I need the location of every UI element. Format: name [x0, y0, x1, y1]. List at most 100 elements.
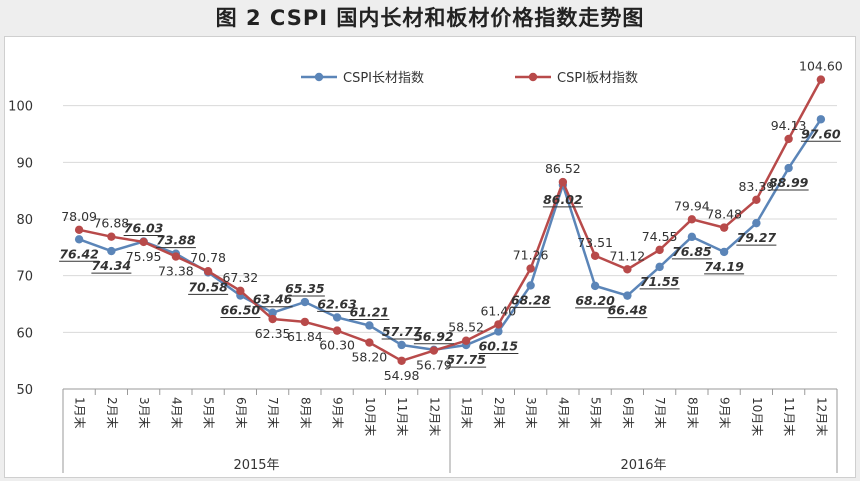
data-label: 76.88	[93, 216, 129, 231]
data-label: 56.92	[414, 329, 454, 344]
x-tick-label: 9月末	[331, 397, 345, 429]
y-tick-label: 70	[16, 270, 33, 285]
data-label: 75.95	[126, 249, 162, 264]
data-label: 66.50	[221, 303, 261, 318]
data-label: 78.48	[706, 207, 742, 222]
data-label: 63.46	[253, 292, 293, 307]
data-label: 60.30	[319, 338, 355, 353]
x-tick-label: 8月末	[298, 397, 312, 429]
data-label: 58.20	[351, 350, 387, 365]
x-tick-label: 7月末	[653, 397, 667, 429]
y-tick-label: 90	[16, 156, 33, 171]
x-tick-label: 6月末	[621, 397, 635, 429]
x-tick-label: 3月末	[137, 397, 151, 429]
data-point	[719, 247, 729, 257]
data-label: 74.19	[704, 259, 744, 274]
data-label: 61.21	[350, 304, 390, 319]
data-label: 79.27	[737, 230, 777, 245]
data-label: 71.55	[640, 274, 680, 289]
data-point	[429, 346, 439, 355]
data-point	[687, 215, 697, 224]
x-tick-label: 9月末	[718, 397, 732, 429]
data-point	[719, 223, 729, 232]
data-label: 79.94	[674, 198, 710, 213]
data-point	[107, 232, 116, 241]
data-label: 71.12	[609, 248, 645, 263]
data-point	[784, 134, 793, 144]
data-point	[816, 75, 826, 84]
data-label: 74.34	[92, 258, 132, 273]
data-point	[494, 327, 503, 336]
data-point	[752, 195, 761, 204]
data-label: 62.35	[255, 326, 291, 341]
y-tick-label: 50	[16, 383, 33, 398]
chart-title: 图 2 CSPI 国内长材和板材价格指数走势图	[215, 6, 645, 30]
data-point	[687, 232, 697, 242]
data-label: 73.51	[577, 235, 613, 250]
data-label: 104.60	[799, 59, 843, 74]
x-tick-label: 4月末	[556, 397, 570, 429]
data-point	[590, 281, 600, 291]
data-label: 66.48	[608, 303, 648, 318]
data-label: 58.52	[448, 320, 484, 335]
legend-marker	[528, 72, 538, 82]
data-point	[74, 225, 84, 235]
data-label: 73.88	[156, 233, 196, 248]
data-label: 60.15	[479, 338, 519, 353]
data-point	[784, 163, 793, 173]
x-tick-label: 10月末	[363, 397, 377, 436]
data-label: 76.03	[124, 220, 164, 235]
data-point	[300, 297, 310, 307]
line-chart: 50 60 70 80 90 100 1月末 2月末 3月末 4月末 5月末 6月末 7月末 8月末 9月末…	[8, 59, 843, 473]
y-tick-label: 100	[8, 100, 33, 115]
data-point	[752, 218, 761, 228]
data-point	[655, 262, 664, 272]
data-point	[494, 320, 503, 329]
data-label: 76.85	[672, 244, 712, 259]
data-point	[526, 281, 535, 290]
data-point	[397, 356, 406, 365]
data-point	[107, 246, 116, 256]
y-tick-label: 60	[16, 326, 33, 341]
group-label: 2016年	[620, 458, 666, 473]
x-tick-label: 2月末	[492, 397, 506, 429]
data-label: 86.02	[543, 192, 583, 207]
data-label: 65.35	[285, 281, 325, 296]
data-label: 70.58	[188, 279, 228, 294]
legend-label: CSPI板材指数	[557, 71, 638, 86]
data-point	[526, 264, 535, 273]
data-label: 78.09	[61, 209, 97, 224]
data-point	[623, 291, 632, 300]
data-point	[332, 326, 342, 335]
data-point	[365, 321, 374, 330]
data-label: 70.78	[190, 250, 226, 265]
x-tick-label: 11月末	[782, 397, 796, 436]
data-point	[623, 265, 632, 274]
x-tick-label: 12月末	[814, 397, 828, 436]
data-label: 97.60	[801, 126, 841, 141]
x-tick-label: 3月末	[524, 397, 538, 429]
chart-panel: 50 60 70 80 90 100 1月末 2月末 3月末 4月末 5月末 6月末 7月末 8月末 9月末…	[4, 36, 856, 478]
x-tick-label: 5月末	[589, 397, 603, 429]
data-label: 88.99	[769, 175, 809, 190]
data-label: 68.28	[511, 292, 551, 307]
group-label: 2015年	[233, 458, 279, 473]
x-tick-label: 7月末	[266, 397, 280, 429]
data-label: 94.13	[771, 118, 807, 133]
x-tick-label: 11月末	[395, 397, 409, 436]
data-point	[590, 251, 600, 260]
legend-label: CSPI长材指数	[343, 71, 424, 86]
data-point	[558, 177, 568, 187]
data-label: 83.39	[738, 179, 774, 194]
data-point	[365, 338, 374, 347]
x-tick-label: 6月末	[234, 397, 248, 429]
series-line	[78, 79, 822, 363]
x-tick-label: 1月末	[73, 397, 87, 429]
x-tick-label: 1月末	[460, 397, 474, 429]
data-label: 76.42	[59, 246, 99, 261]
data-point	[268, 308, 277, 317]
data-point	[816, 115, 826, 124]
data-point	[236, 286, 245, 296]
data-point	[655, 245, 664, 255]
data-label: 61.40	[480, 303, 516, 318]
